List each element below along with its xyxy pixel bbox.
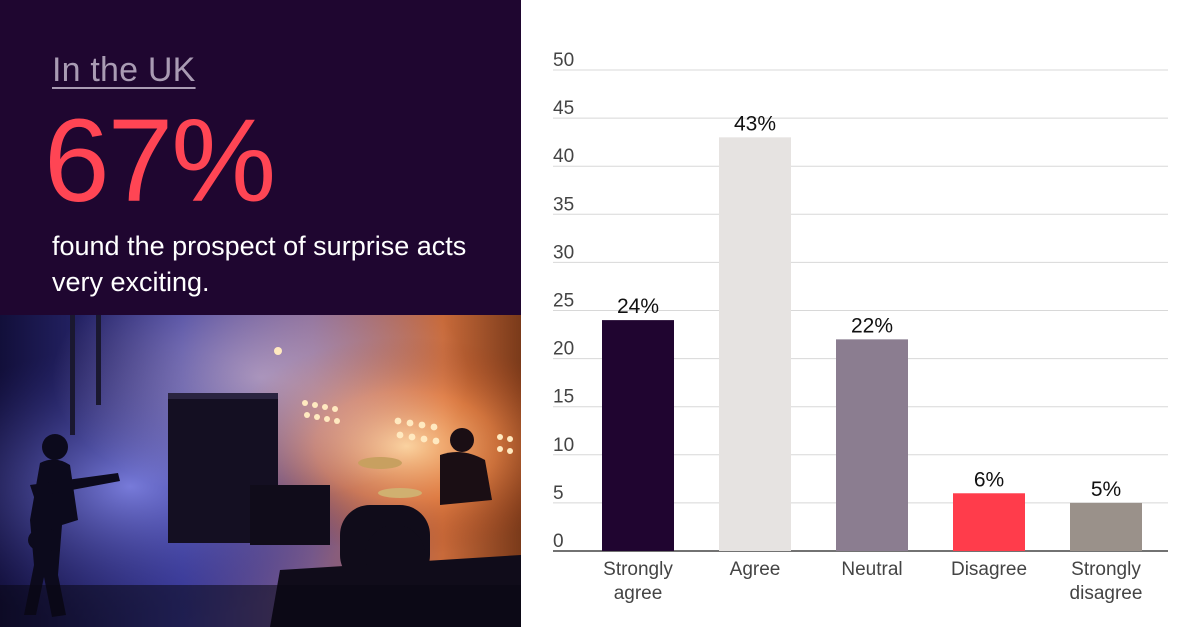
region-label: In the UK bbox=[52, 51, 196, 89]
headline-block: In the UK bbox=[52, 48, 512, 92]
bar-data-label: 22% bbox=[851, 314, 893, 337]
bar-data-label: 5% bbox=[1091, 478, 1121, 501]
y-tick-label: 30 bbox=[553, 242, 574, 263]
bar bbox=[836, 339, 908, 551]
headline-statement: found the prospect of surprise acts very… bbox=[52, 231, 467, 297]
y-tick-label: 10 bbox=[553, 435, 574, 456]
bar-data-label: 43% bbox=[734, 112, 776, 135]
y-tick-label: 0 bbox=[553, 531, 564, 552]
y-tick-label: 5 bbox=[553, 483, 564, 504]
bar bbox=[953, 493, 1025, 551]
concert-photo bbox=[0, 315, 521, 627]
bar bbox=[602, 320, 674, 551]
y-tick-label: 35 bbox=[553, 194, 574, 215]
survey-bar-chart: 0 5 10 15 20 25 30 35 40 45 50 24% Strongly agree 43% A… bbox=[521, 0, 1200, 627]
chart-canvas: 0 5 10 15 20 25 30 35 40 45 50 24% Strongly agree 43% A… bbox=[553, 50, 1168, 604]
category-label: Neutral bbox=[841, 559, 902, 580]
bar-data-label: 6% bbox=[974, 468, 1004, 491]
stat-panel: In the UK 67% found the prospect of surp… bbox=[0, 0, 521, 627]
category-label: Strongly bbox=[1071, 559, 1141, 580]
y-tick-label: 45 bbox=[553, 98, 574, 119]
bar-data-label: 24% bbox=[617, 295, 659, 318]
y-tick-label: 40 bbox=[553, 146, 574, 167]
category-label: Strongly bbox=[603, 559, 673, 580]
category-label: agree bbox=[614, 583, 663, 604]
y-tick-label: 15 bbox=[553, 387, 574, 408]
category-label: disagree bbox=[1070, 583, 1143, 604]
y-tick-label: 20 bbox=[553, 339, 574, 360]
y-tick-label: 25 bbox=[553, 291, 574, 312]
y-tick-label: 50 bbox=[553, 50, 574, 71]
headline-stat: 67% bbox=[44, 95, 276, 227]
bar bbox=[1070, 502, 1142, 551]
bar bbox=[719, 137, 791, 551]
category-label: Disagree bbox=[951, 559, 1027, 580]
category-label: Agree bbox=[730, 559, 781, 580]
